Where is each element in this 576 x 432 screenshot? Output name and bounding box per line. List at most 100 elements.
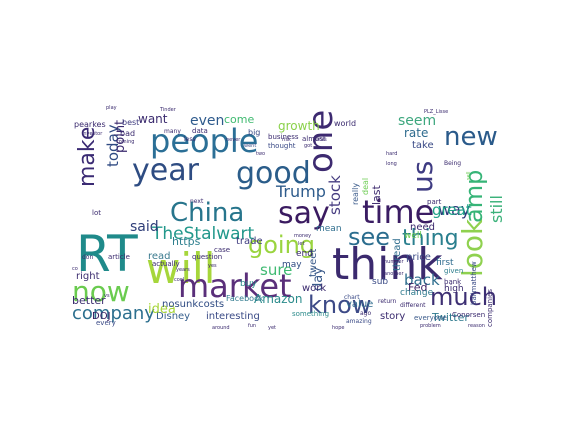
cloud-word-good: good [236,156,311,191]
cloud-word-read: read [148,251,171,262]
cloud-word-money: money [294,233,311,239]
cloud-word-going: going [248,231,315,259]
cloud-word-thought: thought [268,142,296,150]
cloud-word-return: return [378,298,397,305]
cloud-word-risk: risk [282,137,291,143]
cloud-word-work: work [302,283,326,294]
cloud-word-rt: RT [76,225,138,283]
cloud-word-disney: Disney [156,311,190,322]
cloud-word-know: know [308,291,371,319]
cloud-word-thestalwart: TheStalwart [151,224,255,244]
cloud-word-yet: yet [268,325,276,331]
cloud-word-play: play [106,105,117,111]
cloud-word-sure: sure [260,261,292,279]
cloud-word-trade: trade [236,236,263,247]
cloud-word-end: end [296,249,313,259]
cloud-word-want: want [138,112,168,126]
cloud-word-rate: rate [404,126,428,140]
cloud-word-amazing: amazing [346,318,372,325]
cloud-word-almost: almost [302,135,326,143]
cloud-word-market: market [178,267,292,305]
cloud-word-different: different [400,302,426,309]
cloud-word-fed: Fed [408,281,427,294]
cloud-word-much: much [430,283,497,311]
cloud-word-may: may [282,260,302,270]
cloud-word-nosunkcosts: nosunkcosts [162,299,224,310]
cloud-word-little: little [72,95,83,97]
cloud-word-long: long [386,161,397,167]
cloud-word-see: see [348,223,390,251]
cloud-word-ago: ago [360,310,371,317]
cloud-word-two: two [256,151,265,157]
cloud-word-trump: Trump [275,182,326,201]
cloud-word-bank: bank [444,278,462,286]
cloud-word-buy: buy [240,279,257,289]
cloud-word-well: well [404,231,422,241]
cloud-word-great: great [432,201,472,219]
cloud-word-interesting: interesting [206,311,260,322]
cloud-word-thread: thread [392,238,403,271]
cloud-word-make: make [75,127,100,187]
cloud-word-china: China [170,198,244,228]
cloud-word-president: President [72,277,74,300]
cloud-word-doj: DOJ [92,311,111,322]
cloud-word-rates: rates [314,137,327,143]
cloud-word-stock: stock [326,175,344,215]
cloud-word-even: even [190,113,224,129]
cloud-word-data: data [192,127,208,135]
cloud-word-today: today [104,124,122,167]
cloud-word-take: take [412,140,434,151]
cloud-word-now: now [72,275,130,308]
cloud-word-sub: sub [372,277,388,287]
cloud-word-say: say [278,196,330,231]
cloud-word-years: years [176,267,190,273]
cloud-word-way: way [438,200,470,219]
word-cloud: RT think will people market year good time one ne… [72,95,504,335]
cloud-word-best: best [122,118,139,127]
cloud-word-conorsen: Conorsen [452,311,485,319]
cloud-word-fun: fun [248,323,256,329]
cloud-word-thing: thing [402,226,459,251]
cloud-word-yes: yes [208,263,217,269]
cloud-word-story: story [380,311,405,322]
cloud-word-deal: deal [361,178,370,195]
cloud-word-everyone: everyone [414,314,447,322]
cloud-word-still: still [487,195,504,223]
cloud-word-coming: coming [116,139,134,145]
cloud-word-first: first [436,258,454,268]
cloud-word-many: many [164,128,181,135]
cloud-word-plz-lisse: PLZ_Lisse [424,109,448,115]
cloud-word-tinder: Tinder [159,107,177,113]
cloud-word-got: got [304,143,312,149]
cloud-word-back: back [404,271,440,289]
cloud-word-case: case [214,246,230,254]
cloud-word-will: will [146,244,215,293]
cloud-word-article: article [108,253,130,261]
cloud-word-tweet: tweet [308,249,319,277]
cloud-word-tax: tax [72,95,80,97]
cloud-word-every: every [96,319,116,327]
cloud-word-ballmatthew: ballmatthew [470,261,478,305]
cloud-word-price: price [406,252,431,263]
cloud-word-world: world [334,119,356,128]
cloud-word-problem: problem [420,323,441,329]
cloud-word-don: don [82,254,93,261]
cloud-word-next: next [190,198,204,205]
cloud-word-less: less [184,136,196,143]
cloud-word-change: change [400,288,434,298]
cloud-word-around: around [212,325,230,331]
cloud-word-mean: mean [316,224,342,234]
cloud-word-time: time [362,193,434,231]
cloud-word-believe: believe [72,178,74,200]
cloud-word-sell: sell [466,172,472,180]
cloud-word-really: really [351,183,360,205]
cloud-word-think: think [332,239,443,290]
cloud-word-vs: vs [104,293,110,299]
cloud-word-another: another [384,271,404,277]
cloud-word-day: day [311,267,326,291]
cloud-word-question: question [192,253,222,261]
cloud-word-companies: companies [486,289,494,327]
cloud-word-amazon: Amazon [254,292,303,306]
cloud-word-let: let [298,241,304,247]
cloud-word-need: need [410,222,435,233]
